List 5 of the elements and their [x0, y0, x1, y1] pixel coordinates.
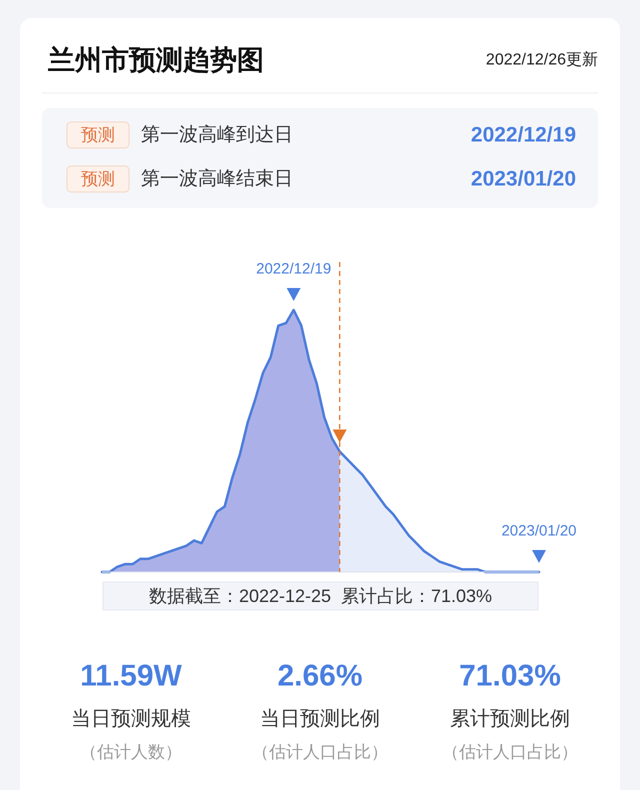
annotation: 2023/01/20: [501, 522, 577, 540]
title: 兰州市预测趋势图: [48, 45, 264, 75]
cutoff-bar: 数据截至：2022-12-25 累计占比：71.03%: [102, 582, 538, 610]
annotation: 2022/12/19: [256, 260, 332, 278]
subtitle: 2022/12/26更新: [486, 52, 598, 68]
